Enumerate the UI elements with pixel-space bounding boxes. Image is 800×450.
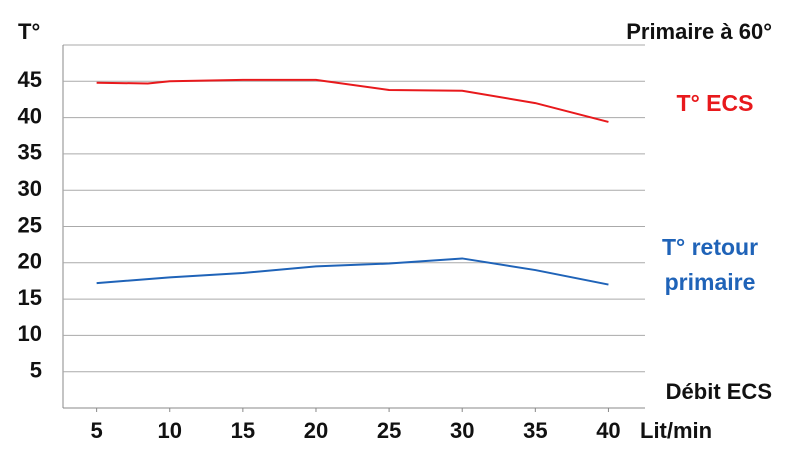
x-tick-label: 40 xyxy=(596,418,620,443)
y-tick-label: 40 xyxy=(18,103,42,128)
x-tick-label: 15 xyxy=(231,418,255,443)
y-tick-label: 5 xyxy=(30,358,42,383)
y-tick-label: 20 xyxy=(18,249,42,274)
legend-entry: T° ECS xyxy=(676,90,754,116)
y-tick-label: 35 xyxy=(18,140,42,165)
y-tick-label: 10 xyxy=(18,321,42,346)
x-tick-label: 20 xyxy=(304,418,328,443)
y-tick-label: 25 xyxy=(18,212,42,237)
x-unit-label: Lit/min xyxy=(640,418,712,443)
line-series xyxy=(96,257,609,286)
legend-entry: T° retour primaire xyxy=(661,234,759,295)
x-axis-label: Débit ECS xyxy=(666,379,772,404)
y-tick-label: 45 xyxy=(18,67,42,92)
y-tick-label: 15 xyxy=(18,285,42,310)
y-tick-label: 30 xyxy=(18,176,42,201)
x-tick-label: 25 xyxy=(377,418,401,443)
x-tick-label: 10 xyxy=(158,418,182,443)
x-tick-label: 30 xyxy=(450,418,474,443)
x-tick-label: 5 xyxy=(91,418,103,443)
line-series xyxy=(96,78,609,123)
y-axis-label: T° xyxy=(18,19,40,44)
x-tick-label: 35 xyxy=(523,418,547,443)
chart-title: Primaire à 60° xyxy=(626,19,772,44)
